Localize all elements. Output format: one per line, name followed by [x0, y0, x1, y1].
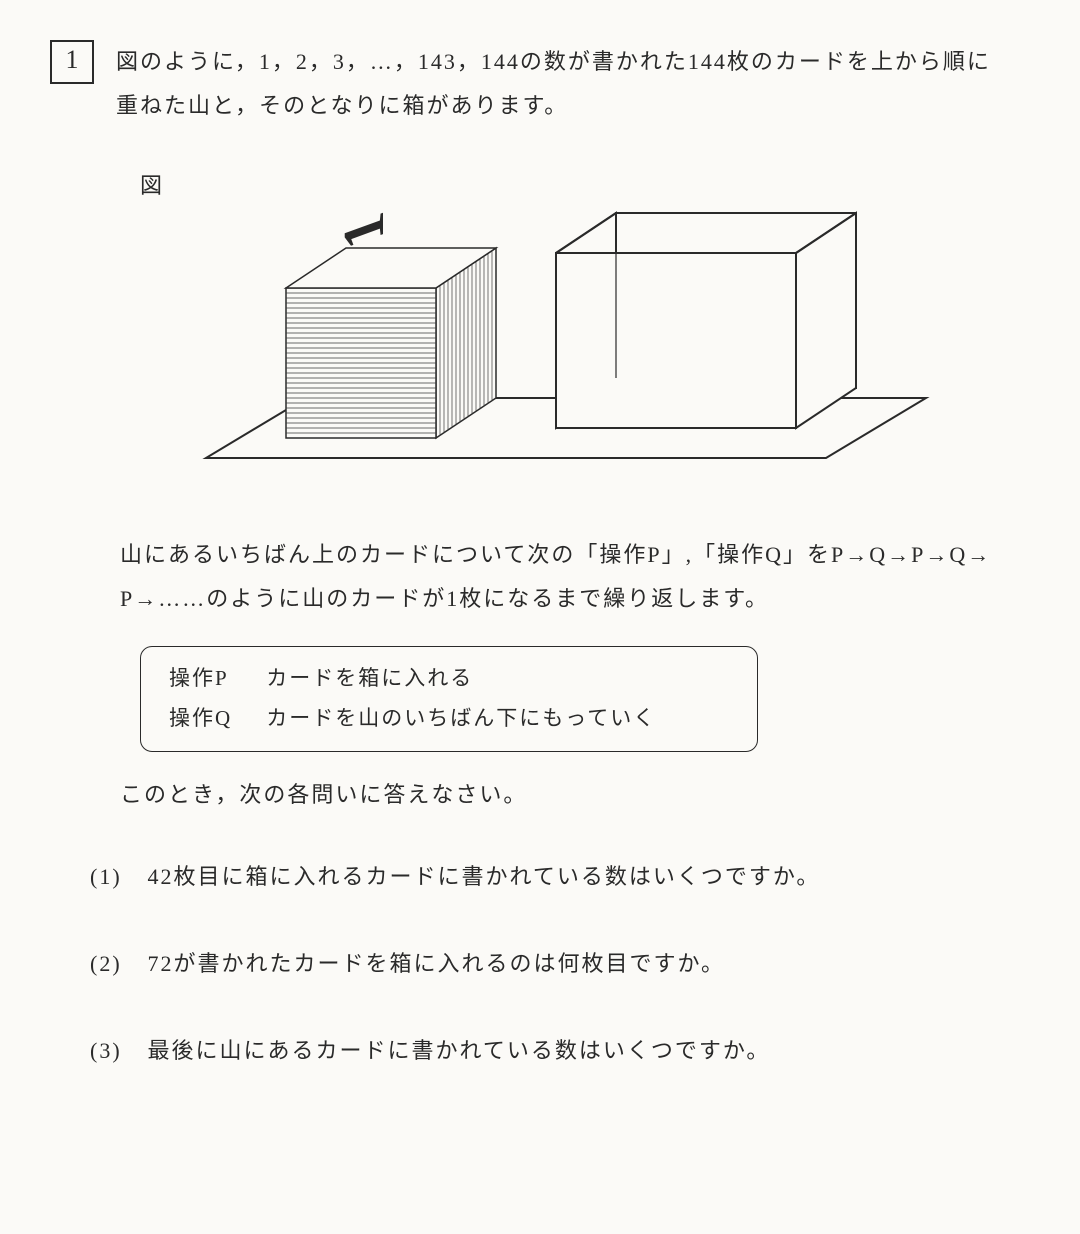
figure-illustration: 1 — [186, 158, 946, 503]
questions-block: (1) 42枚目に箱に入れるカードに書かれている数はいくつですか。 (2) 72… — [90, 859, 1030, 1065]
instruction-text: このとき，次の各問いに答えなさい。 — [120, 777, 1030, 809]
operations-box: 操作P カードを箱に入れる 操作Q カードを山のいちばん下にもっていく — [140, 646, 758, 752]
explain-line-1: 山にあるいちばん上のカードについて次の「操作P」,「操作Q」をP→Q→P→Q→ — [120, 542, 991, 567]
intro-text: 図のように，1，2，3，…，143，144の数が書かれた144枚のカードを上から… — [116, 40, 996, 128]
operation-p-label: 操作P — [169, 659, 259, 699]
operation-p-row: 操作P カードを箱に入れる — [169, 659, 729, 699]
question-3-number: (3) — [90, 1038, 140, 1064]
figure-label: 図 — [140, 168, 162, 200]
question-1: (1) 42枚目に箱に入れるカードに書かれている数はいくつですか。 — [90, 859, 1030, 891]
operation-q-row: 操作Q カードを山のいちばん下にもっていく — [169, 699, 729, 739]
question-2-text: 72が書かれたカードを箱に入れるのは何枚目ですか。 — [148, 951, 726, 976]
problem-number: 1 — [50, 40, 94, 84]
intro-line-1: 図のように，1，2，3，…，143，144の数が書かれた144枚のカードを上から… — [116, 49, 991, 74]
explain-line-2: P→……のように山のカードが1枚になるまで繰り返します。 — [120, 586, 769, 611]
intro-line-2: 重ねた山と，そのとなりに箱があります。 — [116, 93, 568, 118]
question-1-text: 42枚目に箱に入れるカードに書かれている数はいくつですか。 — [148, 864, 821, 889]
question-2-number: (2) — [90, 951, 140, 977]
figure-container: 図 — [140, 158, 1030, 503]
question-2: (2) 72が書かれたカードを箱に入れるのは何枚目ですか。 — [90, 946, 1030, 978]
operation-p-text: カードを箱に入れる — [266, 666, 473, 690]
question-1-number: (1) — [90, 864, 140, 890]
question-3: (3) 最後に山にあるカードに書かれている数はいくつですか。 — [90, 1033, 1030, 1065]
explanation-text: 山にあるいちばん上のカードについて次の「操作P」,「操作Q」をP→Q→P→Q→ … — [120, 533, 1030, 621]
operation-q-text: カードを山のいちばん下にもっていく — [266, 706, 656, 730]
question-3-text: 最後に山にあるカードに書かれている数はいくつですか。 — [148, 1038, 771, 1063]
operation-q-label: 操作Q — [169, 699, 259, 739]
